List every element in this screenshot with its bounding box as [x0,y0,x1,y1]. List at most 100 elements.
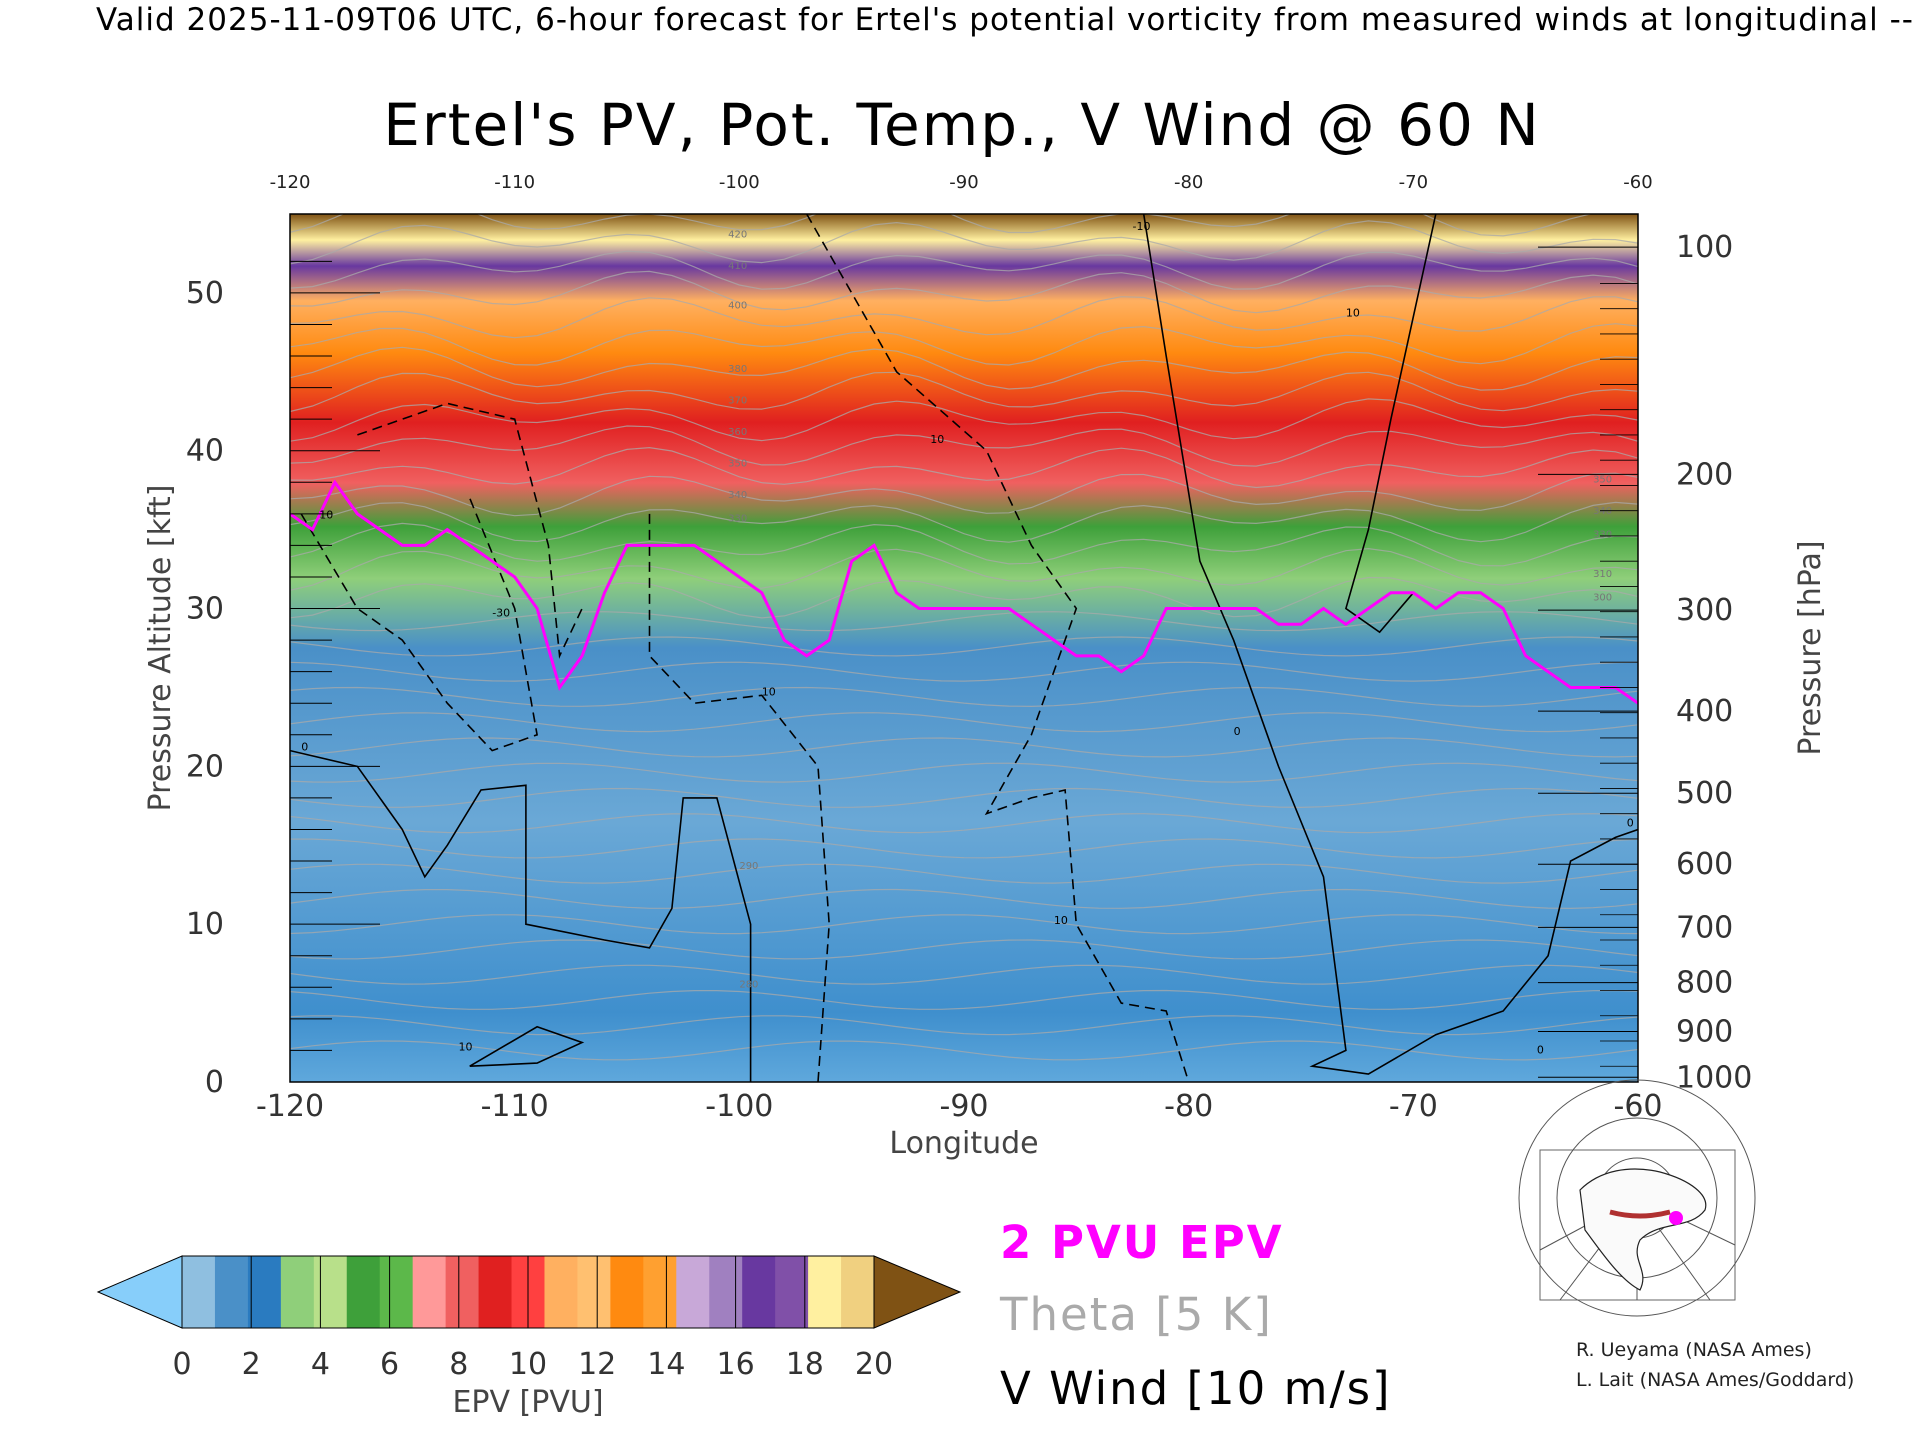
theta-contour-line [290,270,1638,314]
locator-section-line [1609,1209,1671,1219]
theta-contour-line [290,214,1593,237]
colorbar-cell [544,1256,579,1328]
theta-contour-label: 370 [728,395,747,406]
x-tick-label: -110 [481,1089,549,1124]
colorbar-tick-label: 2 [242,1347,261,1382]
theta-contour-label: 400 [728,301,747,312]
theta-contour-line [290,813,1638,834]
theta-contour-line [290,425,1638,467]
theta-contour-line [290,296,1638,339]
theta-contour-line [290,1015,1638,1036]
theta-contour-line [290,250,1638,290]
theta-contour-line [290,939,1638,960]
heatmap-field [290,214,1638,1082]
valid-time-header: Valid 2025-11-09T06 UTC, 6-hour forecast… [96,2,1920,38]
x-tick-label: -70 [1389,1089,1438,1124]
v-wind-negative-contour [300,497,539,752]
colorbar-cell [346,1256,381,1328]
v-wind-contour-label: 0 [301,741,308,754]
theta-contour-line [290,636,1638,657]
pressure-tick-label: 900 [1676,1014,1733,1049]
pressure-tick-label: 300 [1676,593,1733,628]
colorbar-cell [742,1256,776,1328]
pressure-tick-label: 1000 [1676,1060,1752,1095]
legend-vwind-label: V Wind [10 m/s] [1000,1362,1392,1415]
v-wind-negative-contour [357,402,583,659]
colorbar-tick-label: 4 [311,1347,330,1382]
theta-contour-label: 330 [1593,530,1612,541]
credit-line-1: R. Ueyama (NASA Ames) [1576,1339,1812,1361]
v-wind-positive-contour [1142,214,1638,1075]
pressure-tick-label: 500 [1676,776,1733,811]
theta-contour-line [290,712,1638,733]
theta-contour-label: 290 [739,861,758,872]
plot-frame [289,213,1639,1083]
x-tick-label: -80 [1164,1089,1213,1124]
pressure-tick-label: 400 [1676,694,1733,729]
v-wind-contour-label: 10 [319,509,333,522]
theta-contour-label: 310 [1593,569,1612,580]
theta-contour-label: 410 [728,261,747,272]
theta-contour-line [290,964,1638,985]
v-wind-contour-label: 0 [1234,725,1241,738]
colorbar-cell [775,1256,809,1328]
theta-contour-line [290,472,1638,517]
x-top-tick-label: -120 [270,172,311,193]
x-top-tick-label: -110 [494,172,535,193]
theta-contour-line [290,838,1638,859]
altitude-minor-ticks [290,260,380,1051]
pressure-axis-ticks: 1000 900 800 700 600 500 400 300 200 100 [1676,230,1752,1095]
colorbar-cell [247,1256,282,1328]
legend: 2 PVU EPV Theta [5 K] V Wind [10 m/s] [999,1216,1392,1415]
pressure-tick-marks [1538,246,1638,1078]
y-tick-label: 20 [186,749,224,784]
x-top-tick-label: -80 [1174,172,1203,193]
colorbar-tick-label: 18 [786,1347,824,1382]
colorbar-cell [445,1256,480,1328]
theta-contour-line [290,1040,1638,1061]
colorbar-cell [280,1256,315,1328]
chart-title: Ertel's PV, Pot. Temp., V Wind @ 60 N [383,91,1540,159]
colorbar-cell [313,1256,348,1328]
theta-contour-line [290,888,1638,910]
x-tick-label: -90 [940,1089,989,1124]
theta-contour-line [290,346,1638,391]
locator-point [1669,1211,1683,1225]
theta-contour-line [290,446,1638,489]
theta-contour-line [290,863,1638,884]
colorbar-cell [478,1256,513,1328]
y-axis-ticks: 0 10 20 30 40 50 [186,276,224,1100]
theta-contour-label: 350 [728,459,747,470]
contour-labels: 420 410 400 380 370 360 350 340 330 290 280 350 340 3… [301,220,1634,1057]
colorbar-label: EPV [PVU] [452,1385,603,1420]
theta-contour-line [290,323,1638,366]
colorbar-cell [676,1256,710,1328]
theta-contour-line [290,661,1638,682]
v-wind-contour-label: 0 [1627,816,1634,829]
theta-contour-line [290,914,1638,935]
theta-contour-label: 420 [728,230,747,241]
y-tick-label: 0 [205,1065,224,1100]
colorbar-tick-label: 14 [647,1347,685,1382]
v-wind-contour-label: -10 [1133,220,1151,233]
theta-contour-label: 360 [728,427,747,438]
colorbar: 0 2 4 6 8 10 12 14 16 18 20 EPV [PVU] [96,1255,962,1420]
credit-line-2: L. Lait (NASA Ames/Goddard) [1576,1369,1854,1391]
colorbar-under-arrow [96,1255,183,1329]
plot-area: 420 410 400 380 370 360 350 340 330 290 280 350 340 3… [289,213,1639,1083]
pressure-tick-label: 600 [1676,847,1733,882]
theta-contour-label: 350 [1593,474,1612,485]
x-top-axis-ticks: -120 -110 -100 -90 -80 -70 -60 [270,172,1653,193]
v-wind-contour-label: 0 [1537,1044,1544,1057]
colorbar-tick-label: 0 [172,1347,191,1382]
colorbar-ticks: 0 2 4 6 8 10 12 14 16 18 20 [172,1256,893,1382]
theta-contour-line [290,787,1638,809]
x-top-tick-label: -90 [949,172,978,193]
colorbar-cell [379,1256,414,1328]
theta-contour-line [290,522,1638,567]
colorbar-cell [182,1256,216,1328]
y-tick-label: 10 [186,907,224,942]
colorbar-tick-label: 12 [578,1347,616,1382]
v-wind-positive-contour [469,1025,585,1067]
